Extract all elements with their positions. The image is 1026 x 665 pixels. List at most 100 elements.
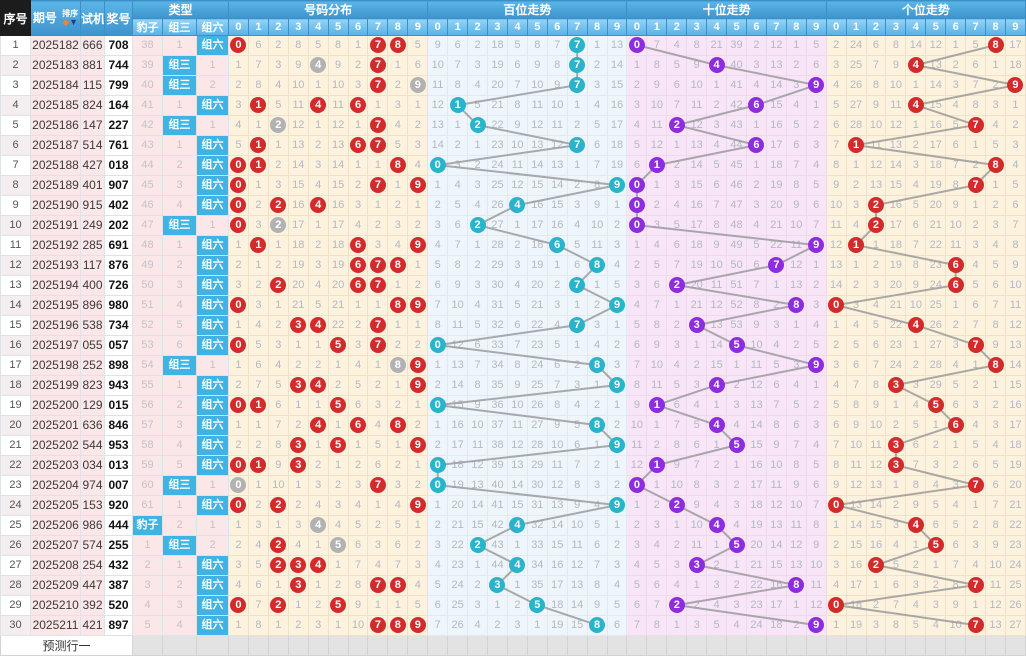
miss-count-cell: 18	[885, 235, 907, 256]
drawn-number-circle: 6	[549, 237, 566, 254]
miss-count-cell: 1	[307, 535, 329, 556]
drawn-number-cell: 3	[287, 435, 309, 456]
drawn-number-circle: 7	[569, 277, 586, 294]
miss-count-cell: 50	[726, 255, 747, 276]
drawn-number-circle: 0	[628, 477, 645, 494]
miss-count-cell: 2	[427, 375, 449, 396]
drawn-number-cell: 8	[586, 615, 608, 636]
drawn-number-circle: 5	[330, 537, 347, 554]
miss-count-cell: 17	[686, 215, 708, 236]
prediction-empty-cell	[586, 635, 608, 656]
group3-cell: 1	[162, 555, 197, 576]
miss-count-cell: 4	[367, 415, 389, 436]
miss-count-cell: 1	[228, 515, 249, 536]
miss-count-cell: 2	[427, 195, 449, 216]
miss-count-cell: 1	[427, 495, 449, 516]
miss-count-cell: 1	[387, 175, 409, 196]
miss-count-cell: 12	[566, 555, 588, 576]
miss-count-cell: 1	[586, 35, 608, 56]
drawn-number-circle: 9	[808, 357, 825, 374]
miss-count-cell: 4	[467, 75, 489, 96]
miss-count-cell: 27	[487, 215, 508, 236]
miss-count-cell: 1	[746, 155, 767, 176]
miss-count-cell: 3	[228, 275, 249, 296]
sort-control[interactable]: 排序 ◆▼	[62, 9, 78, 27]
miss-count-cell: 3	[985, 95, 1006, 116]
prediction-empty-cell	[1004, 635, 1026, 656]
digit-header-ten-3: 3	[686, 18, 708, 36]
miss-count-cell: 3	[467, 595, 489, 616]
prize-number-cell: 015	[104, 395, 133, 416]
drawn-number-circle: 6	[748, 137, 765, 154]
drawn-number-cell: 0	[228, 495, 249, 516]
miss-count-cell: 12	[467, 455, 489, 476]
miss-count-cell: 18	[526, 235, 548, 256]
miss-count-cell: 2	[626, 75, 648, 96]
miss-count-cell: 5	[407, 595, 429, 616]
miss-count-cell: 9	[985, 535, 1006, 556]
miss-count-cell: 2	[467, 255, 489, 276]
drawn-number-circle: 0	[230, 457, 247, 474]
miss-count-cell: 11	[845, 455, 867, 476]
drawn-number-cell: 8	[387, 35, 409, 56]
miss-count-cell: 26	[845, 75, 867, 96]
drawn-number-cell: 7	[965, 335, 987, 356]
drawn-number-circle: 3	[290, 457, 307, 474]
seq-cell: 22	[0, 455, 31, 476]
miss-count-cell: 20	[746, 535, 767, 556]
miss-count-cell: 11	[686, 535, 708, 556]
miss-count-cell: 3	[347, 195, 369, 216]
seq-cell: 8	[0, 175, 31, 196]
miss-count-cell: 4	[985, 235, 1006, 256]
drawn-number-cell: 7	[367, 575, 389, 596]
miss-count-cell: 22	[746, 575, 767, 596]
miss-count-cell: 11	[785, 515, 807, 536]
miss-count-cell: 18	[765, 615, 787, 636]
miss-count-cell: 9	[706, 235, 728, 256]
miss-count-cell: 8	[347, 575, 369, 596]
group6-cell: 2	[195, 75, 230, 96]
drawn-number-cell: 1	[646, 395, 668, 416]
miss-count-cell: 4	[606, 575, 628, 596]
miss-count-cell: 1	[666, 515, 688, 536]
miss-count-cell: 19	[546, 615, 568, 636]
miss-count-cell: 8	[626, 375, 648, 396]
miss-count-cell: 1	[387, 275, 409, 296]
miss-count-cell: 2	[407, 335, 429, 356]
miss-count-cell: 5	[646, 255, 668, 276]
digit-header-dist-8: 8	[387, 18, 409, 36]
drawn-number-circle: 8	[589, 617, 606, 634]
drawn-number-cell: 7	[367, 75, 389, 96]
prediction-empty-cell	[845, 635, 867, 656]
drawn-number-circle: 1	[848, 237, 865, 254]
miss-count-cell: 32	[487, 315, 508, 336]
miss-count-cell: 18	[1004, 435, 1026, 456]
drawn-number-cell: 0	[427, 335, 449, 356]
miss-count-cell: 14	[845, 515, 867, 536]
miss-count-cell: 5	[506, 295, 528, 316]
drawn-number-cell: 0	[228, 155, 249, 176]
test-number-cell: 421	[80, 615, 105, 636]
miss-count-cell: 1	[387, 435, 409, 456]
miss-count-cell: 3	[367, 235, 389, 256]
miss-count-cell: 7	[646, 595, 668, 616]
drawn-number-cell: 0	[228, 215, 249, 236]
miss-count-cell: 12	[805, 595, 827, 616]
drawn-number-cell: 8	[387, 415, 409, 436]
miss-count-cell: 1	[1004, 95, 1026, 116]
miss-count-cell: 6	[985, 275, 1006, 296]
miss-count-cell: 7	[666, 255, 688, 276]
miss-count-cell: 2	[1004, 115, 1026, 136]
miss-count-cell: 1	[606, 395, 628, 416]
miss-count-cell: 1	[327, 355, 349, 376]
leopard-cell: 38	[132, 35, 163, 56]
miss-count-cell: 5	[706, 155, 728, 176]
period-cell: 2025206	[30, 515, 81, 536]
miss-count-cell: 3	[865, 275, 887, 296]
miss-count-cell: 21	[765, 215, 787, 236]
sort-asc-icon[interactable]: ◆	[62, 17, 70, 28]
miss-count-cell: 18	[546, 595, 568, 616]
miss-count-cell: 3	[347, 335, 369, 356]
miss-count-cell: 15	[467, 515, 489, 536]
sort-desc-icon[interactable]: ▼	[69, 17, 79, 28]
